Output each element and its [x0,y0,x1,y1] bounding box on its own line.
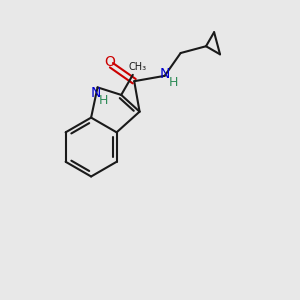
Text: CH₃: CH₃ [128,62,146,72]
Text: O: O [104,55,116,69]
Text: H: H [99,94,108,107]
Text: N: N [160,67,170,81]
Text: H: H [169,76,178,89]
Text: N: N [91,86,101,100]
